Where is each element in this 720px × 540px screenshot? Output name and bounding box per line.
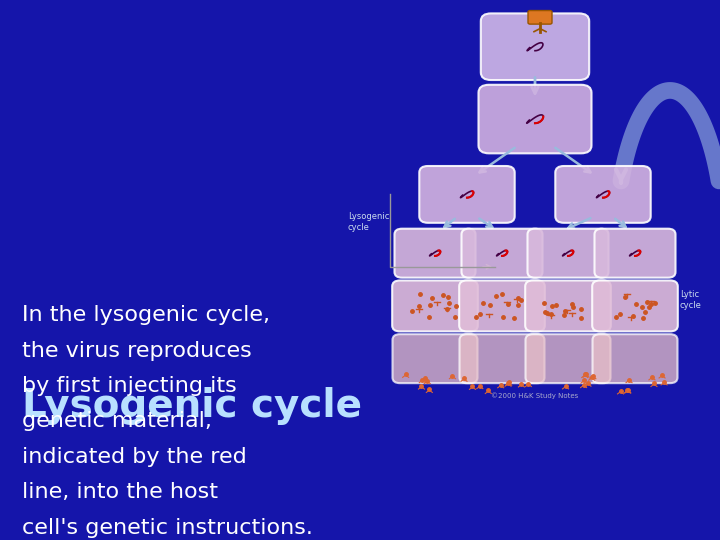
FancyBboxPatch shape xyxy=(593,280,678,332)
Text: Lysogenic cycle: Lysogenic cycle xyxy=(22,387,361,424)
FancyBboxPatch shape xyxy=(526,334,611,383)
FancyBboxPatch shape xyxy=(479,85,592,153)
Text: the virus reproduces: the virus reproduces xyxy=(22,341,251,361)
FancyBboxPatch shape xyxy=(528,11,552,24)
FancyBboxPatch shape xyxy=(593,334,678,383)
Text: by first injecting its: by first injecting its xyxy=(22,376,236,396)
FancyBboxPatch shape xyxy=(392,334,477,383)
Text: ©2000 H&K Study Notes: ©2000 H&K Study Notes xyxy=(491,393,579,400)
Text: cell's genetic instructions.: cell's genetic instructions. xyxy=(22,517,312,538)
FancyBboxPatch shape xyxy=(392,280,478,332)
FancyBboxPatch shape xyxy=(595,229,675,278)
Text: genetic material,: genetic material, xyxy=(22,411,212,431)
FancyBboxPatch shape xyxy=(459,334,544,383)
FancyBboxPatch shape xyxy=(395,229,475,278)
Text: line, into the host: line, into the host xyxy=(22,482,217,502)
FancyBboxPatch shape xyxy=(419,166,515,223)
Text: Lysogenic
cycle: Lysogenic cycle xyxy=(348,212,390,232)
Text: indicated by the red: indicated by the red xyxy=(22,447,246,467)
Text: Lytic
cycle: Lytic cycle xyxy=(680,290,702,310)
FancyBboxPatch shape xyxy=(462,229,542,278)
FancyBboxPatch shape xyxy=(525,280,611,332)
FancyBboxPatch shape xyxy=(481,14,589,80)
Text: In the lysogenic cycle,: In the lysogenic cycle, xyxy=(22,305,269,325)
FancyBboxPatch shape xyxy=(555,166,651,223)
FancyBboxPatch shape xyxy=(459,280,545,332)
FancyBboxPatch shape xyxy=(528,229,608,278)
